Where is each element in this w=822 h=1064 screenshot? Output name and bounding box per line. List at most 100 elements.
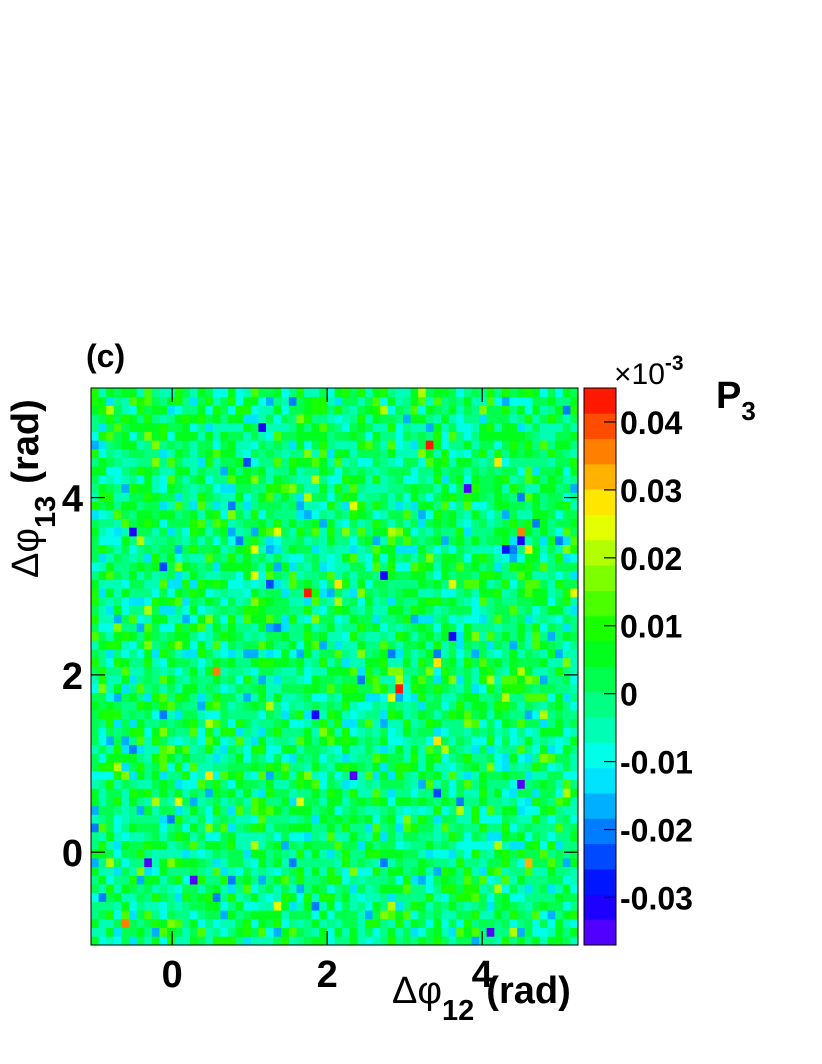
heatmap-cell	[463, 492, 472, 502]
heatmap-cell	[448, 901, 457, 911]
heatmap-cell	[479, 414, 488, 424]
heatmap-cell	[273, 805, 282, 815]
heatmap-cell	[182, 736, 191, 746]
heatmap-cell	[501, 675, 510, 685]
heatmap-cell	[273, 535, 282, 546]
heatmap-cell	[326, 727, 335, 737]
heatmap-cell	[121, 918, 130, 928]
heatmap-cell	[250, 544, 259, 554]
heatmap-cell	[91, 710, 100, 720]
heatmap-cell	[395, 466, 404, 476]
heatmap-cell	[532, 744, 541, 754]
heatmap-cell	[364, 649, 373, 659]
heatmap-cell	[182, 596, 191, 606]
heatmap-cell	[395, 831, 404, 841]
heatmap-cell	[387, 605, 396, 615]
heatmap-cell	[113, 396, 122, 406]
heatmap-cell	[243, 805, 252, 815]
heatmap-cell	[227, 753, 236, 763]
heatmap-cell	[387, 753, 396, 763]
heatmap-cell	[243, 770, 252, 781]
heatmap-cell	[311, 762, 320, 772]
heatmap-cell	[243, 840, 252, 850]
heatmap-cell	[304, 840, 313, 850]
heatmap-cell	[342, 596, 351, 606]
heatmap-cell	[212, 927, 221, 937]
heatmap-cell	[380, 788, 389, 798]
heatmap-cell	[524, 414, 533, 424]
heatmap-cell	[273, 866, 282, 876]
heatmap-cell	[342, 570, 351, 580]
heatmap-cell	[212, 562, 221, 572]
heatmap-cell	[471, 788, 480, 798]
heatmap-cell	[129, 936, 138, 946]
heatmap-cell	[387, 414, 396, 424]
heatmap-cell	[326, 901, 335, 911]
heatmap-cell	[380, 927, 389, 937]
heatmap-cell	[448, 431, 457, 441]
heatmap-cell	[402, 422, 411, 432]
heatmap-cell	[129, 440, 138, 450]
heatmap-cell	[319, 892, 328, 902]
heatmap-cell	[304, 396, 313, 406]
heatmap-cell	[539, 736, 548, 746]
heatmap-cell	[334, 857, 343, 868]
heatmap-cell	[471, 901, 480, 911]
heatmap-cell	[517, 605, 526, 615]
heatmap-cell	[532, 431, 541, 441]
heatmap-cell	[159, 483, 168, 493]
heatmap-cell	[433, 388, 442, 398]
heatmap-cell	[304, 823, 313, 833]
heatmap-cell	[463, 805, 472, 815]
heatmap-cell	[113, 701, 122, 711]
heatmap-cell	[235, 892, 244, 902]
heatmap-cell	[410, 509, 419, 519]
heatmap-cell	[456, 797, 465, 807]
heatmap-cell	[189, 631, 198, 641]
heatmap-cell	[501, 892, 510, 902]
heatmap-cell	[220, 457, 229, 467]
heatmap-cell	[349, 927, 358, 937]
heatmap-cell	[258, 710, 267, 720]
heatmap-cell	[471, 797, 480, 807]
heatmap-cell	[570, 422, 579, 432]
heatmap-cell	[463, 649, 472, 659]
heatmap-cell	[562, 509, 571, 519]
heatmap-cell	[220, 466, 229, 476]
heatmap-cell	[562, 596, 571, 606]
heatmap-cell	[509, 570, 518, 580]
heatmap-cell	[113, 535, 122, 546]
heatmap-cell	[296, 422, 305, 432]
heatmap-cell	[547, 805, 556, 815]
heatmap-cell	[235, 440, 244, 450]
heatmap-cell	[281, 918, 290, 928]
heatmap-cell	[197, 605, 206, 615]
heatmap-cell	[547, 927, 556, 937]
heatmap-cell	[235, 936, 244, 946]
heatmap-cell	[479, 570, 488, 580]
heatmap-cell	[547, 849, 556, 859]
heatmap-cell	[304, 736, 313, 746]
heatmap-cell	[304, 875, 313, 885]
heatmap-cell	[205, 640, 214, 650]
heatmap-cell	[425, 492, 434, 502]
heatmap-cell	[494, 622, 503, 633]
heatmap-cell	[129, 649, 138, 659]
heatmap-cell	[364, 814, 373, 824]
heatmap-cell	[494, 431, 503, 441]
heatmap-cell	[326, 544, 335, 554]
heatmap-cell	[121, 927, 130, 937]
heatmap-cell	[425, 901, 434, 911]
heatmap-cell	[364, 605, 373, 615]
heatmap-cell	[159, 431, 168, 441]
heatmap-cell	[410, 884, 419, 894]
heatmap-cell	[288, 692, 297, 702]
heatmap-cell	[113, 814, 122, 824]
heatmap-cell	[288, 683, 297, 694]
heatmap-cell	[456, 657, 465, 667]
heatmap-cell	[205, 675, 214, 685]
heatmap-cell	[357, 431, 366, 441]
heatmap-cell	[517, 396, 526, 406]
heatmap-cell	[319, 622, 328, 633]
heatmap-cell	[98, 692, 107, 702]
